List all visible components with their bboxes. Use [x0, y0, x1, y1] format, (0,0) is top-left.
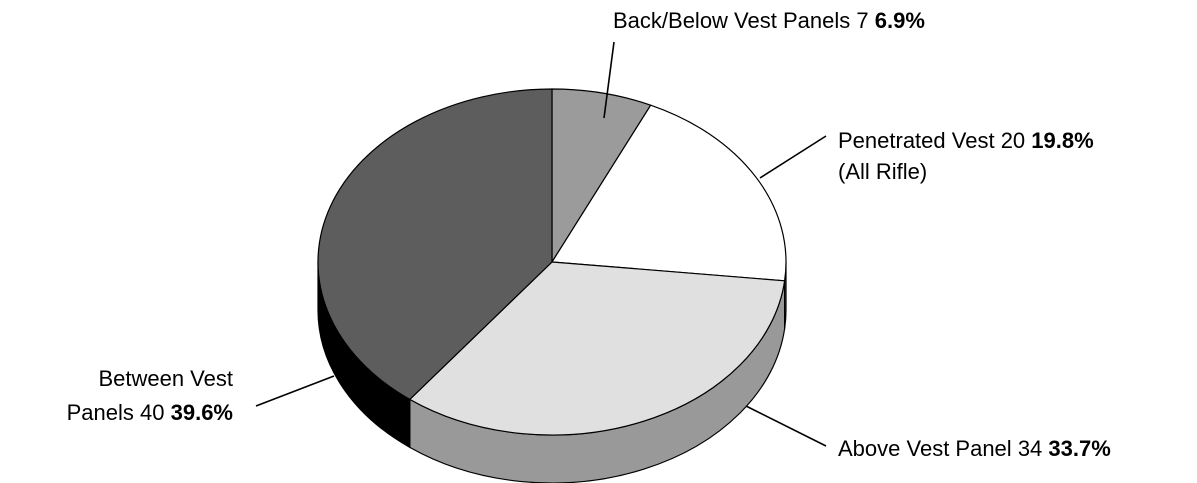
label-value: 7 — [856, 8, 868, 33]
pie-top — [317, 88, 787, 436]
label-text: Above Vest Panel — [838, 436, 1012, 461]
label-penetrated-vest: Penetrated Vest 20 19.8% — [838, 128, 1094, 153]
label-text: Back/Below Vest Panels — [613, 8, 850, 33]
label-penetrated-vest-note: (All Rifle) — [838, 159, 927, 184]
label-value: 34 — [1018, 436, 1042, 461]
pie-slice — [409, 261, 786, 436]
label-percent: 39.6% — [171, 400, 233, 425]
leader-line — [603, 41, 615, 119]
leader-line — [759, 135, 827, 179]
label-between-vest-line2: Panels 40 39.6% — [67, 400, 233, 425]
pie-slice — [551, 104, 787, 282]
label-value: 20 — [1001, 128, 1025, 153]
label-between-vest-line1: Between Vest — [98, 366, 233, 391]
label-value: 40 — [140, 400, 164, 425]
leader-line — [255, 375, 335, 407]
label-text: Panels — [67, 400, 134, 425]
pie-slice — [317, 88, 553, 400]
leader-lines — [255, 41, 827, 447]
label-back-below-vest-panels: Back/Below Vest Panels 7 6.9% — [613, 8, 925, 33]
label-above-vest-panel: Above Vest Panel 34 33.7% — [838, 436, 1111, 461]
label-percent: 19.8% — [1031, 128, 1093, 153]
label-percent: 33.7% — [1048, 436, 1110, 461]
label-percent: 6.9% — [875, 8, 925, 33]
label-text: Penetrated Vest — [838, 128, 995, 153]
leader-line — [745, 405, 827, 447]
